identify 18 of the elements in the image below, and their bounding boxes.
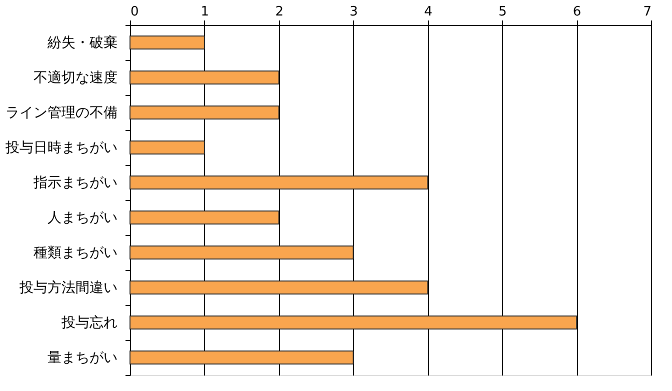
x-tick-label: 7 xyxy=(643,4,652,20)
y-tick-label: ライン管理の不備 xyxy=(6,105,118,121)
x-tick-label: 2 xyxy=(275,4,284,20)
x-tick-label: 1 xyxy=(200,4,210,20)
x-tick-label: 5 xyxy=(498,4,507,20)
x-tick-label: 3 xyxy=(350,4,358,20)
y-tick-label: 指示まちがい xyxy=(32,175,118,191)
x-tick-label: 6 xyxy=(572,4,582,20)
y-tick-label: 種類まちがい xyxy=(34,245,118,261)
x-tick-label: 0 xyxy=(130,4,139,20)
y-tick-label: 人まちがい xyxy=(48,210,118,226)
y-tick-label: 量まちがい xyxy=(48,350,118,366)
y-tick-label: 紛失・破棄 xyxy=(46,35,118,51)
y-tick-label: 投与日時まちがい xyxy=(4,140,118,156)
y-tick-label: 不適切な速度 xyxy=(34,70,118,86)
y-tick-label: 投与方法間違い xyxy=(18,280,118,296)
x-tick-label: 4 xyxy=(424,4,432,20)
y-tick-label: 投与忘れ xyxy=(60,314,118,331)
